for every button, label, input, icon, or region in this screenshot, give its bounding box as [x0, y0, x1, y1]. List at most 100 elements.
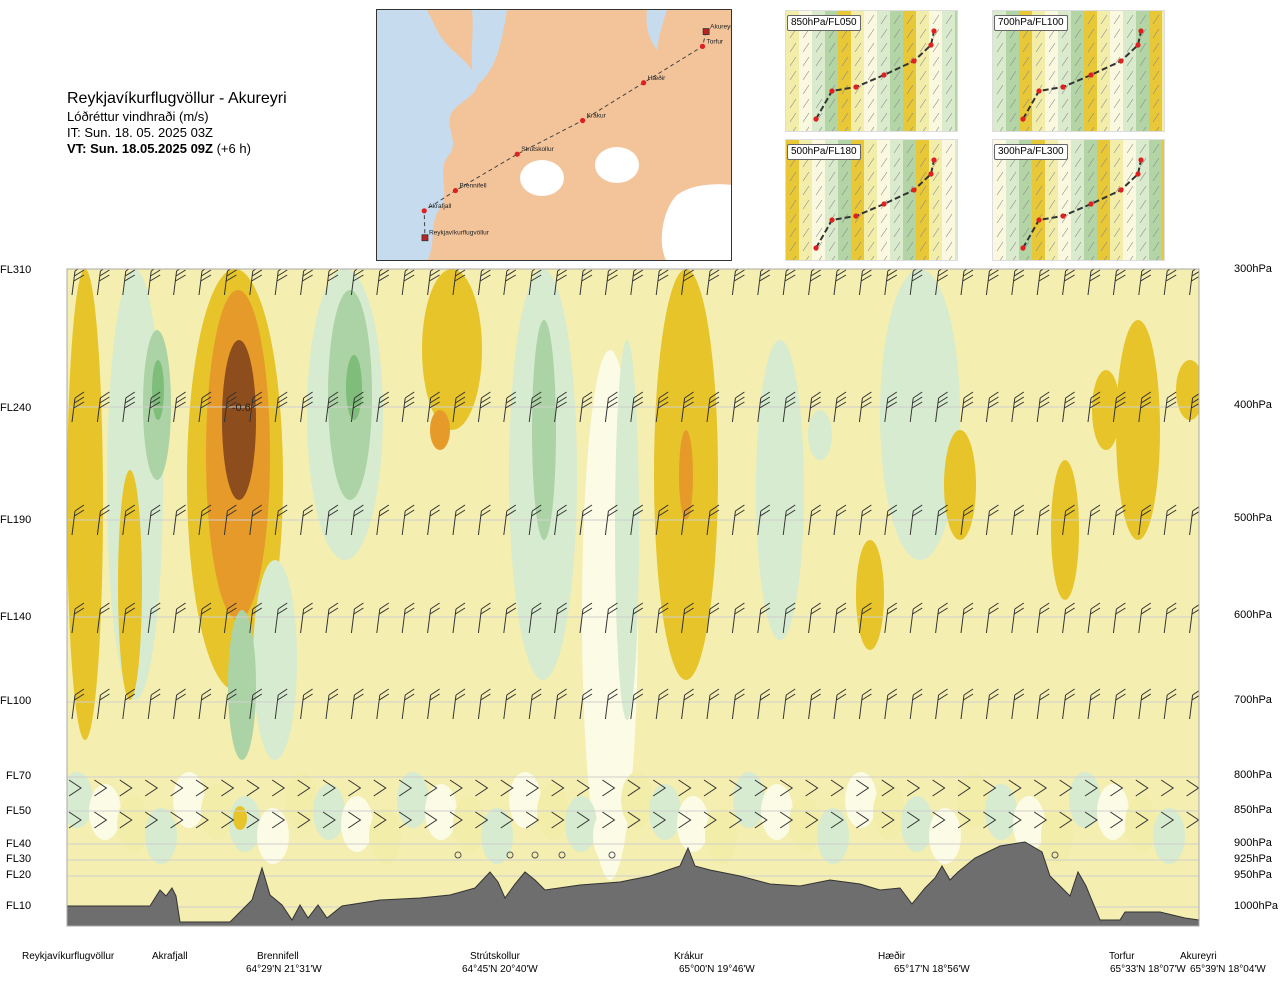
level-map-barb [1113, 199, 1121, 210]
level-map-cell [799, 238, 812, 252]
wind-barb-shaft [935, 510, 940, 536]
level-map-cell [799, 123, 812, 131]
wind-barb-flag [684, 688, 694, 696]
level-map-cell [1149, 168, 1162, 182]
level-map-barb [854, 213, 862, 224]
wind-barb [681, 391, 694, 423]
level-map-barb [945, 14, 953, 25]
level-map-cell [864, 25, 877, 39]
level-map-cell [1136, 11, 1149, 25]
wind-barb-flag [759, 607, 771, 615]
wind-barb-flag [252, 269, 257, 272]
level-map-cell [955, 252, 957, 260]
wind-barb-flag [887, 688, 898, 696]
level-map-cell [1097, 154, 1110, 168]
wind-barb-flag [581, 274, 593, 282]
wind-barb-shaft [782, 510, 787, 536]
level-map-cell [993, 109, 1006, 123]
level-map-barb [1035, 241, 1043, 252]
level-map-cell [955, 168, 957, 182]
wind-barb [678, 779, 692, 797]
wind-barb-flag [1090, 607, 1101, 615]
wind-barb-flag [531, 269, 542, 277]
wind-barb-shaft [935, 270, 940, 296]
wind-barb-flag [556, 274, 567, 282]
level-map-barb [1074, 70, 1082, 81]
wind-barb-shaft [1189, 694, 1194, 720]
wind-barb-flag [785, 396, 796, 404]
level-map-barb [802, 185, 810, 196]
level-map-barb [1142, 126, 1147, 131]
level-map-cell [1110, 224, 1123, 238]
level-map-cell [812, 210, 825, 224]
wind-barb-flag [734, 269, 745, 277]
wind-barb [731, 688, 745, 720]
wind-barb-flag [963, 391, 974, 399]
wind-barb-shaft [627, 811, 641, 829]
wind-barb-flag [353, 509, 364, 517]
level-map-barb [893, 42, 901, 53]
level-map-barb [1113, 42, 1121, 53]
level-map-barb [893, 14, 901, 25]
wind-barb-shaft [1138, 694, 1143, 720]
wind-barb-flag [430, 269, 435, 272]
wind-barb [173, 688, 186, 720]
level-map-cell [1019, 81, 1032, 95]
wind-barb-flag [175, 269, 186, 277]
wind-barb-shaft [122, 608, 127, 634]
waypoint-label: Torfur [706, 38, 723, 45]
wind-barb [477, 269, 491, 296]
wind-barb-shaft [935, 397, 940, 423]
level-map-barb [867, 28, 875, 39]
level-map-barb [1035, 56, 1043, 67]
wind-barb [576, 811, 590, 829]
level-map-barb [854, 199, 862, 210]
level-map-cell [1110, 11, 1123, 25]
wind-barb-flag [861, 607, 872, 615]
wind-barb [525, 811, 540, 829]
level-map-barb [1100, 42, 1108, 53]
wind-barb-flag [226, 607, 237, 615]
level-map-barb [1009, 241, 1017, 252]
wind-barb-flag [98, 401, 110, 409]
wind-barb-flag [886, 401, 898, 409]
airport-marker [702, 28, 710, 35]
level-map-cell [916, 67, 929, 81]
wind-barb [983, 779, 997, 797]
wind-barb-flag [99, 693, 110, 701]
level-map-cell [993, 196, 1006, 210]
level-map-cell [838, 252, 851, 260]
wind-barb [703, 779, 717, 797]
waypoint-label: Akrafjall [428, 203, 452, 210]
wind-barb-flag [912, 269, 923, 277]
wind-barb-flag [252, 688, 263, 696]
wind-barb [909, 504, 923, 536]
wind-barb-flag [404, 504, 415, 512]
wind-barb-flag [912, 504, 923, 512]
wind-barb-shaft [630, 397, 635, 423]
level-map-cell [955, 11, 957, 25]
wind-barb [68, 811, 82, 829]
level-map-barb [945, 143, 953, 154]
wind-barb [1135, 811, 1149, 829]
wind-barb-flag [100, 504, 110, 512]
wind-barb-flag [1090, 269, 1095, 272]
wind-barb-shaft [1110, 779, 1124, 797]
wind-barb [579, 602, 593, 634]
wind-barb-flag [862, 602, 872, 610]
wind-barb-flag [200, 274, 212, 282]
level-map-cell [1149, 109, 1162, 123]
wind-barb [401, 688, 415, 720]
wind-barb [579, 688, 593, 720]
wind-barb-shaft [350, 270, 355, 296]
wind-barb-flag [1166, 269, 1172, 272]
wind-barb-flag [1064, 396, 1075, 404]
wind-barb-flag [785, 269, 791, 272]
wind-barb-flag [100, 688, 110, 696]
wind-barb-shaft [985, 397, 990, 423]
level-map-barb [1087, 42, 1095, 53]
level-map-barb [1074, 143, 1082, 154]
velocity-contour [532, 320, 556, 540]
level-map-barb [935, 255, 940, 260]
wind-barb [554, 504, 567, 536]
